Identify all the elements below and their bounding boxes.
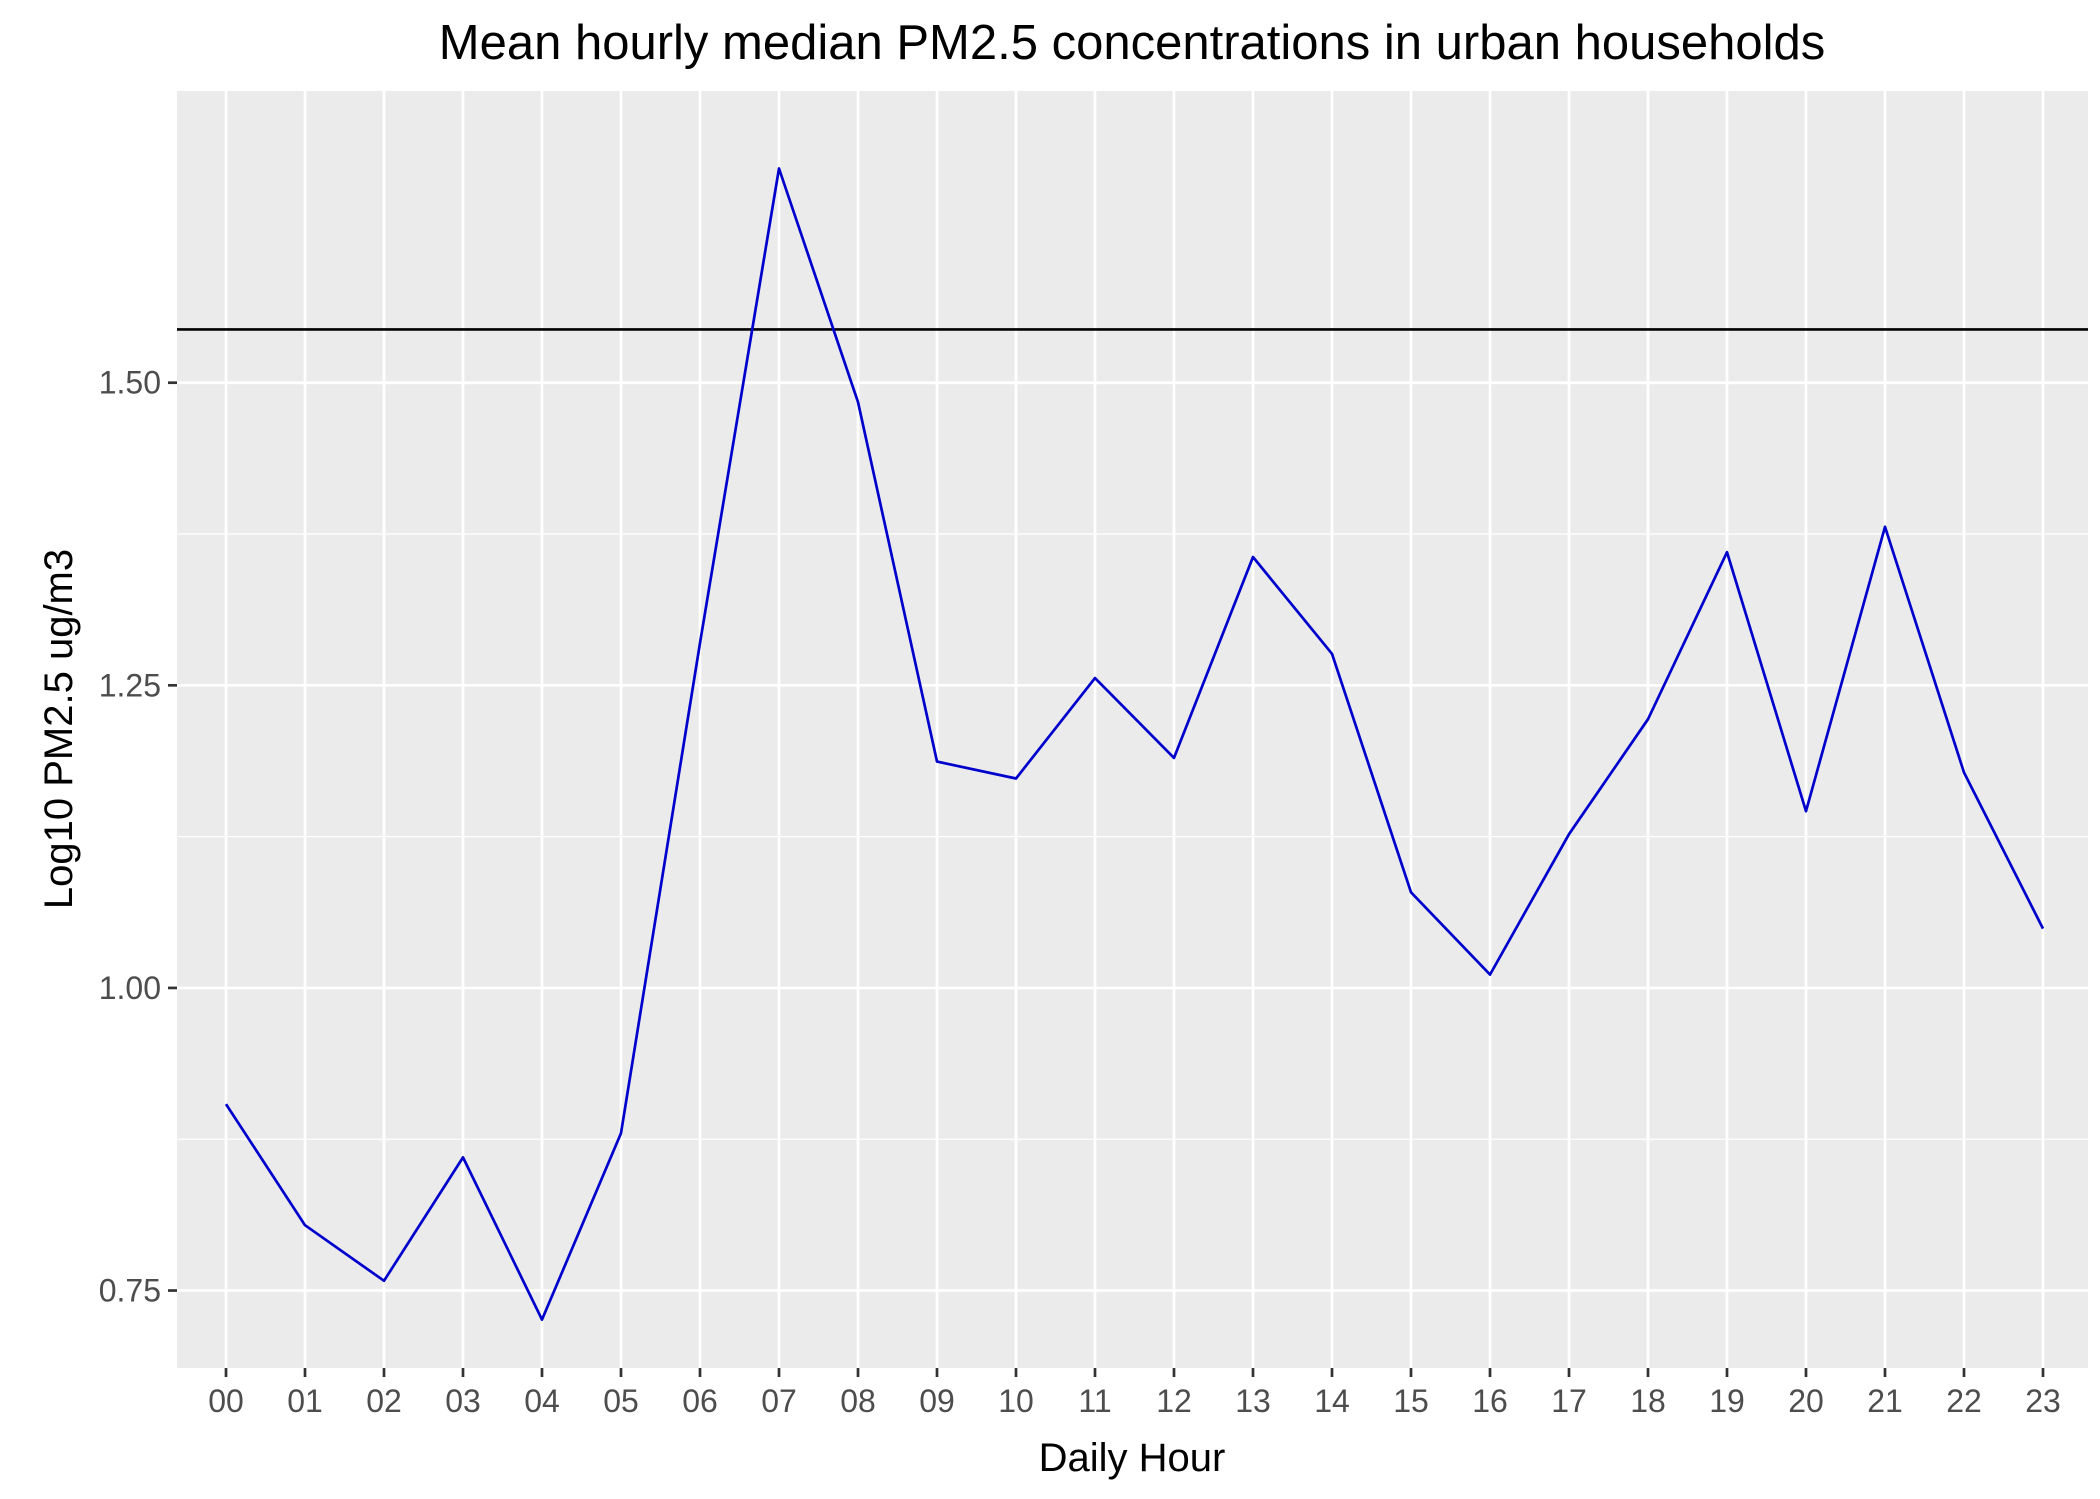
x-tick-label: 11 bbox=[1078, 1383, 1111, 1419]
x-tick-label: 04 bbox=[524, 1383, 560, 1419]
x-tick-label: 16 bbox=[1472, 1383, 1508, 1419]
x-tick-label: 23 bbox=[2025, 1383, 2061, 1419]
x-tick-label: 21 bbox=[1867, 1383, 1903, 1419]
x-tick-label: 13 bbox=[1235, 1383, 1271, 1419]
x-tick-label: 00 bbox=[208, 1383, 244, 1419]
x-tick-label: 05 bbox=[603, 1383, 639, 1419]
y-axis: 0.75 1.00 1.25 1.50 bbox=[99, 365, 177, 1309]
y-tick-label: 1.00 bbox=[99, 970, 161, 1006]
x-tick-label: 20 bbox=[1788, 1383, 1824, 1419]
x-tick-label: 06 bbox=[682, 1383, 718, 1419]
x-tick-label: 07 bbox=[761, 1383, 797, 1419]
x-tick-label: 15 bbox=[1393, 1383, 1429, 1419]
x-tick-label: 12 bbox=[1156, 1383, 1192, 1419]
x-axis-title: Daily Hour bbox=[1039, 1436, 1226, 1480]
x-tick-label: 22 bbox=[1946, 1383, 1982, 1419]
x-tick-label: 09 bbox=[919, 1383, 955, 1419]
plot-panel bbox=[177, 91, 2088, 1368]
x-tick-label: 10 bbox=[998, 1383, 1034, 1419]
x-tick-label: 17 bbox=[1551, 1383, 1587, 1419]
grid-lines bbox=[177, 91, 2088, 1368]
y-tick-label: 1.25 bbox=[99, 667, 161, 703]
x-tick-label: 18 bbox=[1630, 1383, 1666, 1419]
x-tick-label: 19 bbox=[1709, 1383, 1745, 1419]
series-line bbox=[224, 167, 2045, 1321]
x-tick-label: 02 bbox=[366, 1383, 402, 1419]
y-tick-label: 0.75 bbox=[99, 1273, 161, 1309]
y-axis-title: Log10 PM2.5 ug/m3 bbox=[37, 549, 81, 909]
x-tick-label: 08 bbox=[840, 1383, 876, 1419]
x-tick-label: 01 bbox=[287, 1383, 323, 1419]
x-tick-label: 03 bbox=[445, 1383, 481, 1419]
series-layer bbox=[224, 167, 2045, 1321]
x-tick-label: 14 bbox=[1314, 1383, 1350, 1419]
y-tick-label: 1.50 bbox=[99, 365, 161, 401]
x-axis: 00 01 02 03 04 05 06 07 08 09 10 11 12 13 14 15 16 17 18 19… bbox=[208, 1368, 2061, 1419]
chart-title: Mean hourly median PM2.5 concentrations … bbox=[439, 16, 1825, 70]
